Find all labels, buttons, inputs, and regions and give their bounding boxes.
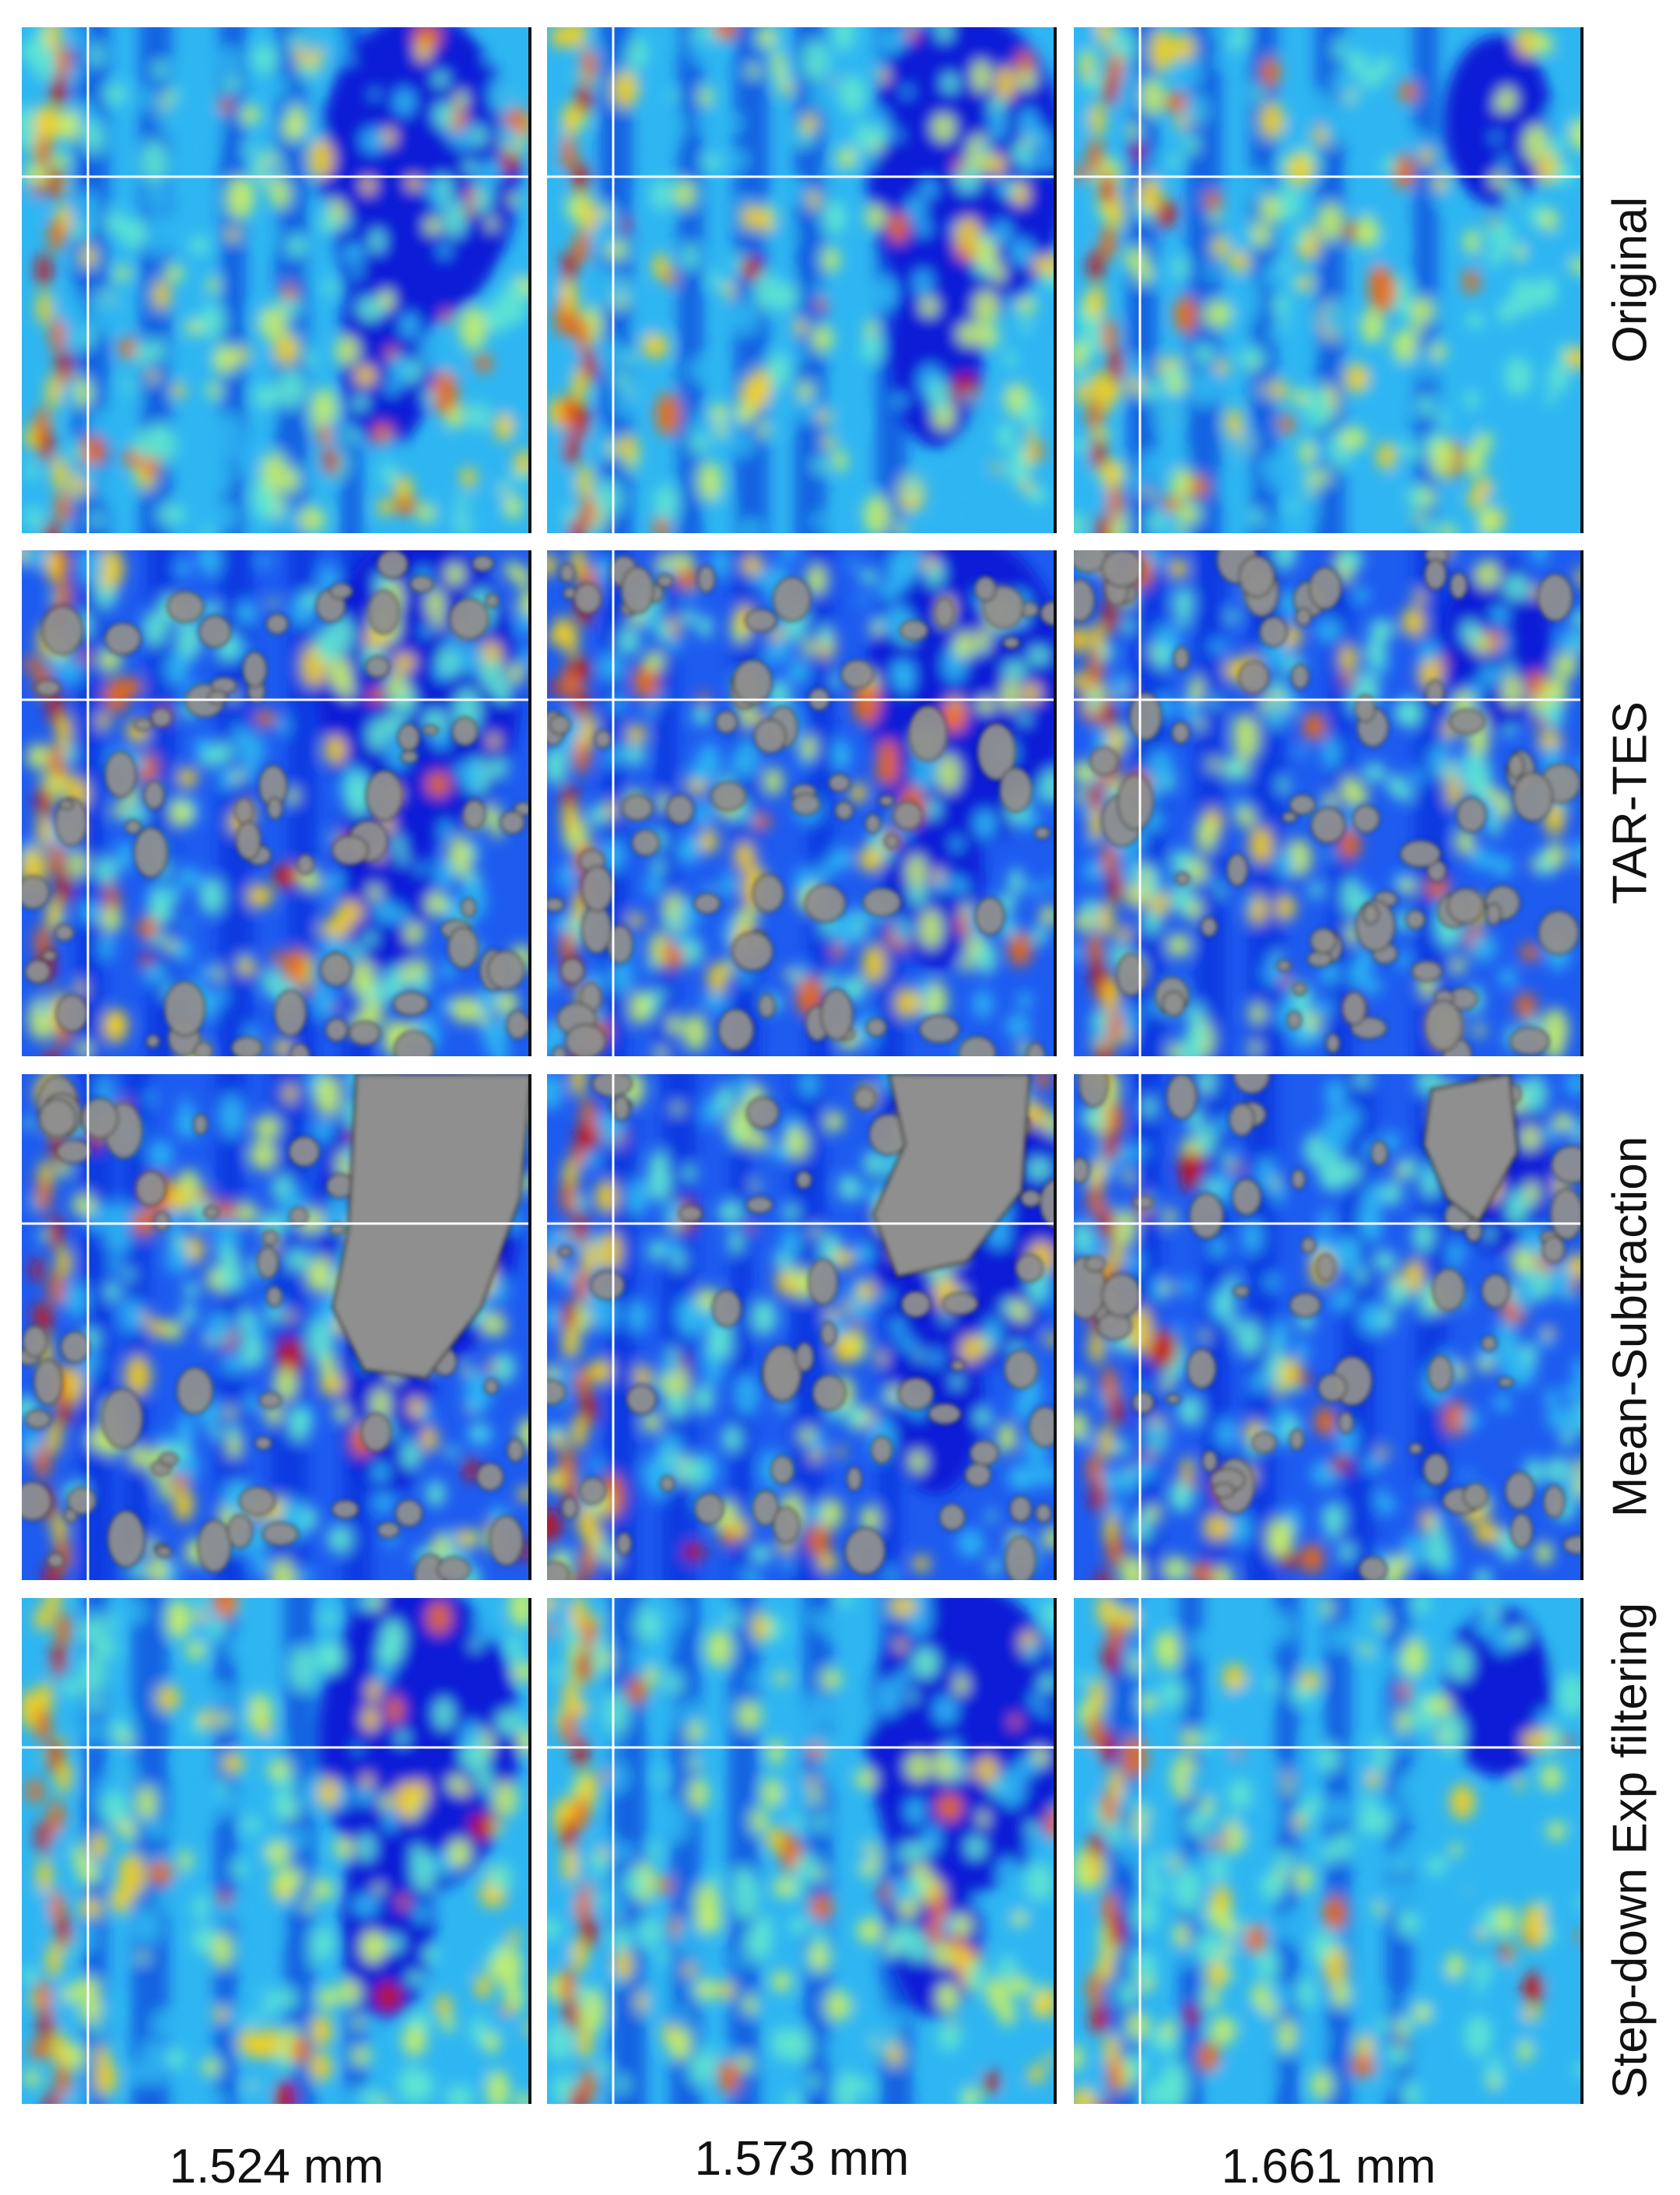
heatmap-panel-original-3 xyxy=(1074,27,1584,533)
heatmap-panel-original-2 xyxy=(547,27,1057,533)
column-label: 1.573 mm xyxy=(694,2132,910,2186)
row-label: Mean-Subtraction xyxy=(1603,1136,1657,1518)
heatmap-panel-mean-subtraction-2 xyxy=(547,1074,1057,1580)
heatmap-panel-step-down-exp-filtering-2 xyxy=(547,1598,1057,2104)
heatmap-panel-original-1 xyxy=(22,27,531,533)
row-label: Original xyxy=(1603,196,1657,363)
heatmap-panel-mean-subtraction-3 xyxy=(1074,1074,1584,1580)
heatmap-panel-tar-tes-1 xyxy=(22,550,531,1056)
row-label: TAR-TES xyxy=(1603,701,1657,904)
column-label: 1.524 mm xyxy=(169,2140,384,2193)
heatmap-panel-tar-tes-3 xyxy=(1074,550,1584,1056)
heatmap-panel-step-down-exp-filtering-3 xyxy=(1074,1598,1584,2104)
heatmap-panel-tar-tes-2 xyxy=(547,550,1057,1056)
heatmap-panel-mean-subtraction-1 xyxy=(22,1074,531,1580)
column-label: 1.661 mm xyxy=(1221,2140,1436,2193)
heatmap-panel-step-down-exp-filtering-1 xyxy=(22,1598,531,2104)
row-label: Step-down Exp filtering xyxy=(1603,1602,1657,2099)
